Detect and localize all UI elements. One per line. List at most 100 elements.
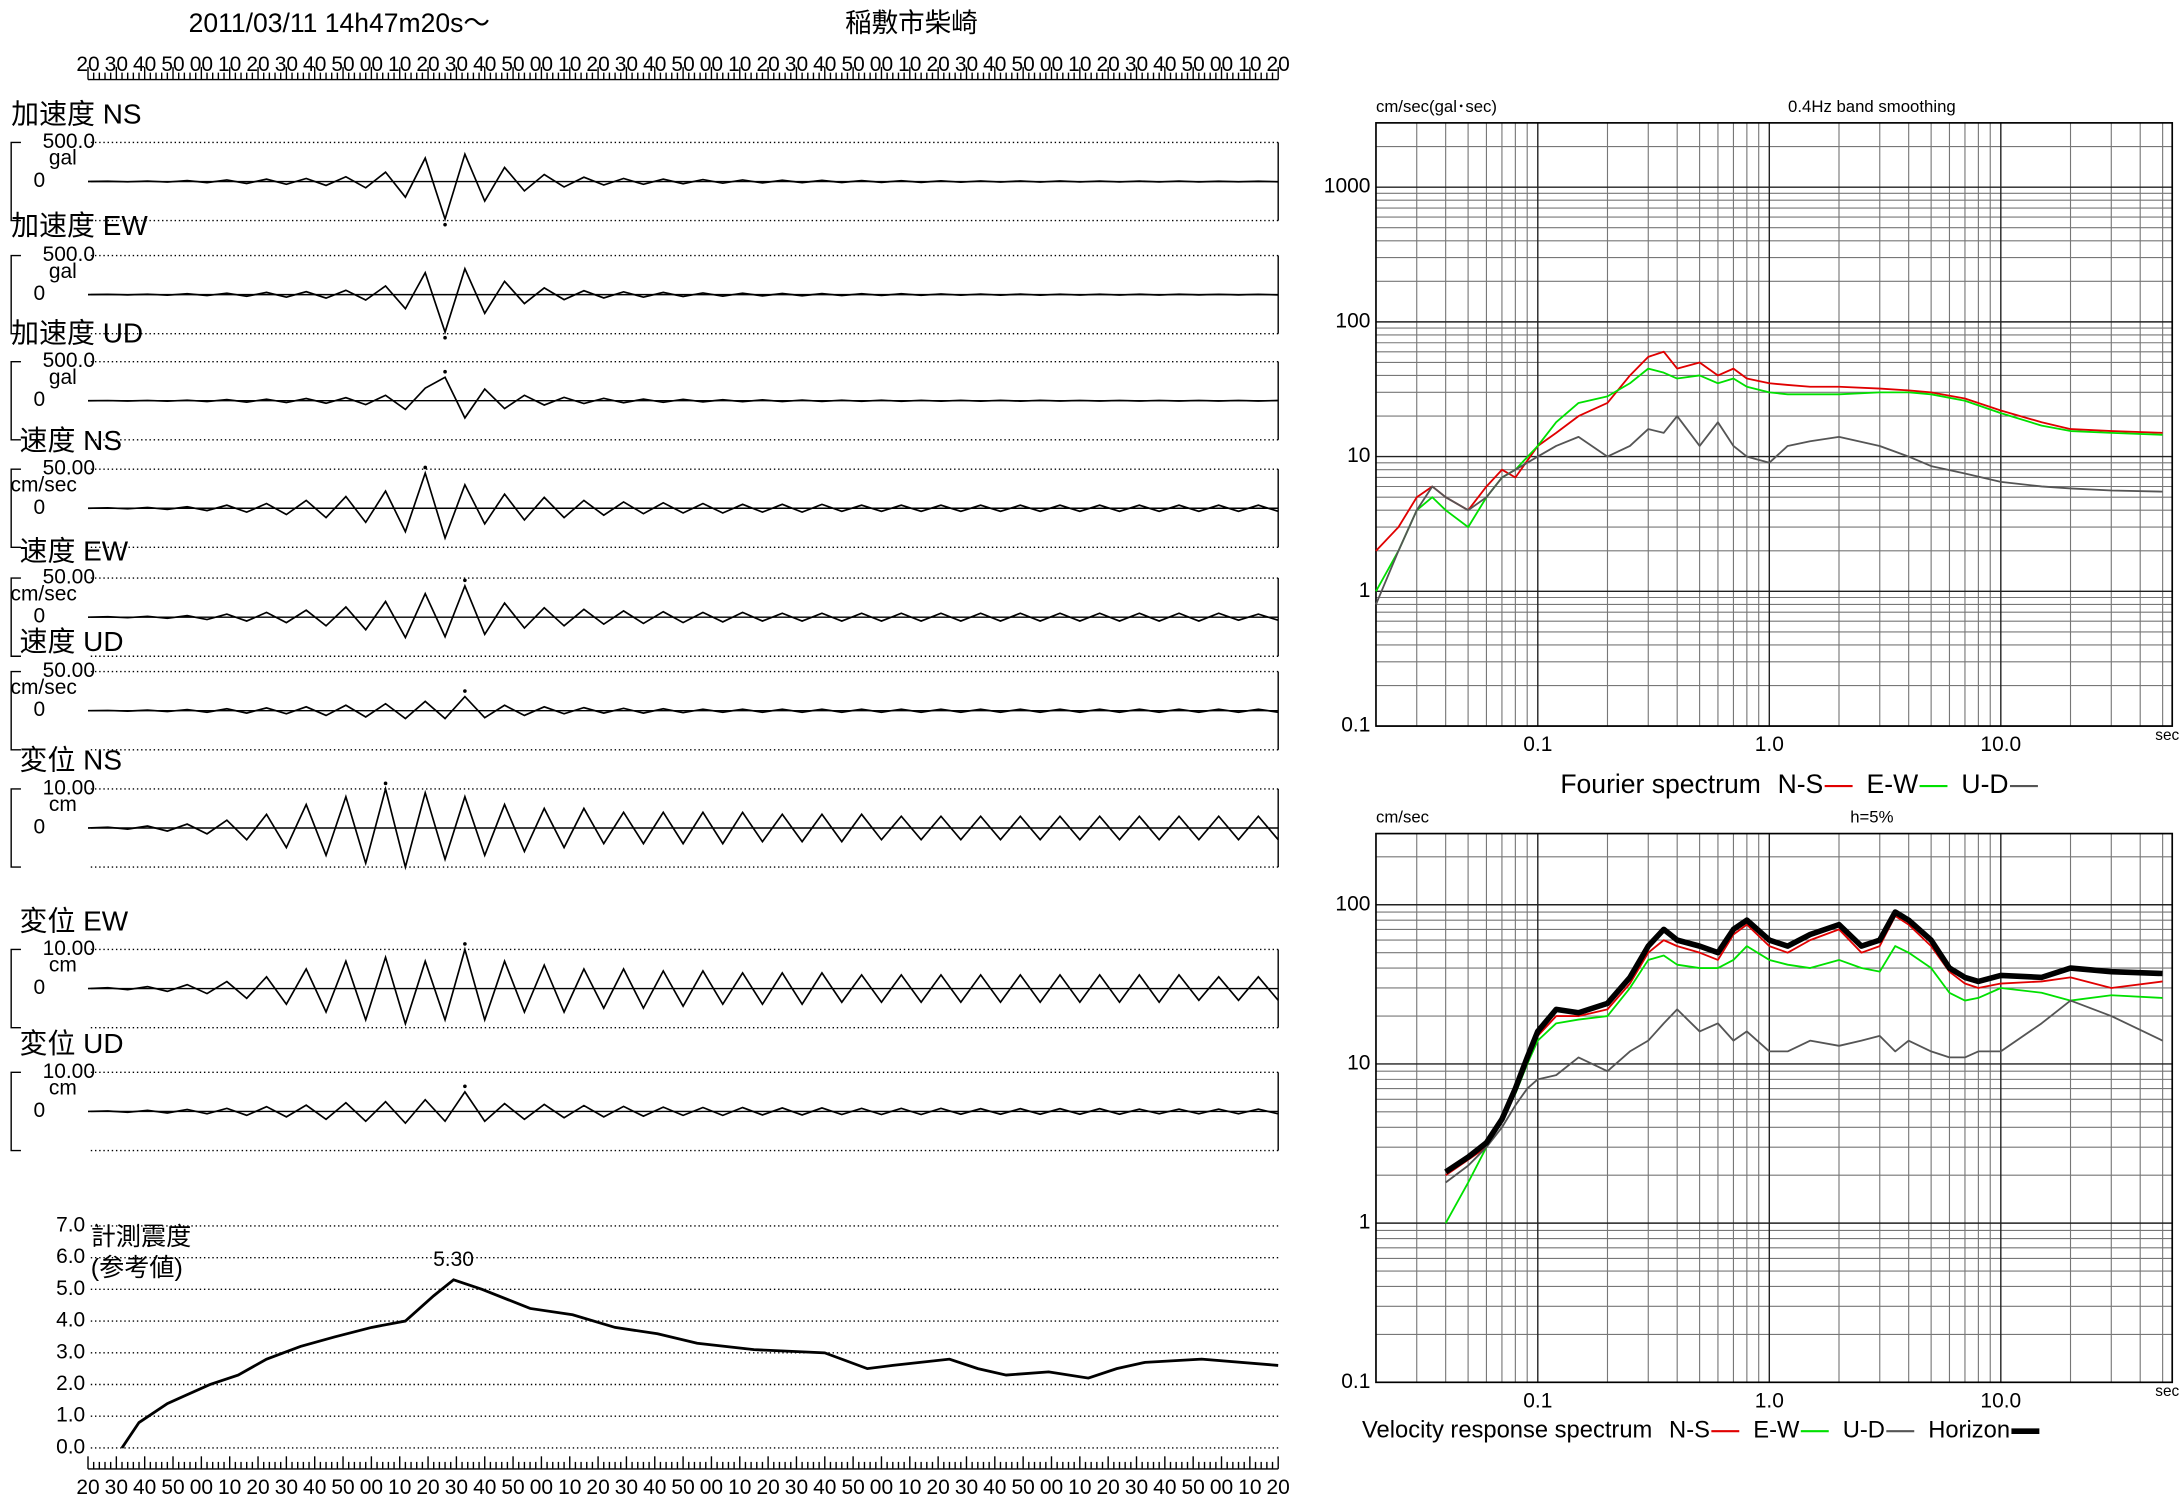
- time-tick-label: 20: [1097, 1476, 1120, 1499]
- time-tick-label: 40: [303, 1476, 326, 1499]
- y-tick-label: 6.0: [56, 1245, 85, 1268]
- time-tick-label: 50: [161, 1476, 184, 1499]
- time-tick-label: 20: [1097, 53, 1120, 76]
- unit-label: cm: [49, 793, 77, 816]
- peak-dot: [443, 222, 447, 227]
- unit-label: gal: [49, 147, 77, 170]
- time-tick-label: 10: [898, 1476, 921, 1499]
- unit-label: cm/sec: [11, 473, 77, 496]
- time-tick-label: 30: [275, 53, 298, 76]
- y-tick-label: 50.00: [43, 566, 95, 589]
- chart-subtitle: (参考値): [91, 1254, 183, 1282]
- time-tick-label: 20: [586, 53, 609, 76]
- legend-caption: Fourier spectrum: [1560, 769, 1760, 799]
- time-tick-label: 00: [530, 1476, 553, 1499]
- x-tick-label: 0.1: [1523, 733, 1552, 756]
- time-tick-label: 50: [331, 53, 354, 76]
- time-tick-label: 20: [416, 53, 439, 76]
- peak-dot: [463, 1084, 467, 1089]
- time-tick-label: 40: [133, 1476, 156, 1499]
- time-tick-label: 20: [926, 1476, 949, 1499]
- waveform: [87, 785, 1279, 871]
- x-tick-label: 0.1: [1523, 1389, 1552, 1412]
- time-tick-label: 50: [1011, 53, 1034, 76]
- time-tick-label: 30: [615, 53, 638, 76]
- time-tick-label: 30: [955, 1476, 978, 1499]
- x-tick-label: 10.0: [1980, 1389, 2021, 1412]
- time-tick-label: 40: [1153, 53, 1176, 76]
- time-tick-label: 00: [1040, 53, 1063, 76]
- plot-frame: [1375, 122, 2174, 727]
- legend-label: Horizon: [1928, 1417, 2010, 1443]
- panel-title: 速度 UD: [20, 626, 124, 657]
- peak-dot: [463, 578, 467, 583]
- panel-title: 加速度 UD: [11, 317, 143, 348]
- time-tick-label: 50: [331, 1476, 354, 1499]
- time-tick-label: 40: [473, 53, 496, 76]
- time-tick-label: 10: [218, 1476, 241, 1499]
- time-tick-label: 50: [1182, 53, 1205, 76]
- legend-label: E-W: [1753, 1417, 1800, 1443]
- waveform: [87, 946, 1279, 1027]
- time-tick-label: 00: [190, 53, 213, 76]
- unit-label: gal: [49, 260, 77, 283]
- time-tick-label: 40: [643, 1476, 666, 1499]
- time-tick-label: 40: [303, 53, 326, 76]
- y-tick-label: 1: [1359, 1211, 1371, 1234]
- time-tick-label: 00: [1040, 1476, 1063, 1499]
- unit-label: gal: [49, 366, 77, 389]
- panel-title: 速度 EW: [20, 535, 129, 566]
- time-tick-label: 40: [983, 1476, 1006, 1499]
- y-tick-label: 500.0: [43, 243, 95, 266]
- chart-title: 0.4Hz band smoothing: [1788, 97, 1956, 116]
- waveform: [87, 695, 1279, 720]
- time-tick-label: 40: [473, 1476, 496, 1499]
- time-tick-label: 50: [501, 1476, 524, 1499]
- y-tick-label: 1: [1359, 579, 1371, 602]
- time-tick-label: 20: [246, 53, 269, 76]
- panel-bracket: [10, 1071, 21, 1152]
- y-tick-label: 100: [1335, 892, 1370, 915]
- x-tick-label: 1.0: [1755, 733, 1784, 756]
- time-tick-label: 00: [190, 1476, 213, 1499]
- time-tick-label: 10: [728, 53, 751, 76]
- y-tick-label: 2.0: [56, 1372, 85, 1395]
- waveform: [87, 151, 1279, 222]
- y-tick-label: 5.0: [56, 1277, 85, 1300]
- legend-caption: Velocity response spectrum: [1362, 1417, 1652, 1443]
- y-tick-label: 0: [34, 1099, 46, 1122]
- legend-label: U-D: [1961, 769, 2008, 799]
- y-tick-label: 0: [34, 496, 46, 519]
- x-axis-label: sec: [2155, 727, 2179, 744]
- time-tick-label: 00: [1210, 53, 1233, 76]
- spectrum-line: [1375, 367, 2163, 592]
- y-tick-label: 500.0: [43, 130, 95, 153]
- panel-bracket: [10, 141, 21, 222]
- time-tick-label: 00: [360, 53, 383, 76]
- peak-dot: [443, 335, 447, 340]
- time-tick-label: 00: [700, 53, 723, 76]
- panel-title: 変位 EW: [20, 905, 129, 936]
- panel-bracket: [10, 788, 21, 868]
- y-tick-label: 0: [34, 388, 46, 411]
- waveform: [88, 376, 1279, 420]
- time-tick-label: 50: [1011, 1476, 1034, 1499]
- time-tick-label: 30: [105, 1476, 128, 1499]
- peak-dot: [463, 942, 467, 946]
- time-tick-label: 10: [558, 1476, 581, 1499]
- spectrum-line: [1375, 350, 2163, 552]
- legend-label: N-S: [1778, 769, 1824, 799]
- time-tick-label: 30: [1125, 1476, 1148, 1499]
- time-tick-label: 10: [1068, 1476, 1091, 1499]
- time-tick-label: 00: [1210, 1476, 1233, 1499]
- y-tick-label: 100: [1335, 309, 1370, 332]
- time-tick-label: 10: [898, 53, 921, 76]
- chart-title: h=5%: [1850, 808, 1893, 827]
- y-tick-label: 0: [34, 605, 46, 628]
- time-tick-label: 30: [1125, 53, 1148, 76]
- time-tick-label: 20: [246, 1476, 269, 1499]
- y-tick-label: 0: [34, 282, 46, 305]
- y-tick-label: 0.1: [1341, 714, 1370, 737]
